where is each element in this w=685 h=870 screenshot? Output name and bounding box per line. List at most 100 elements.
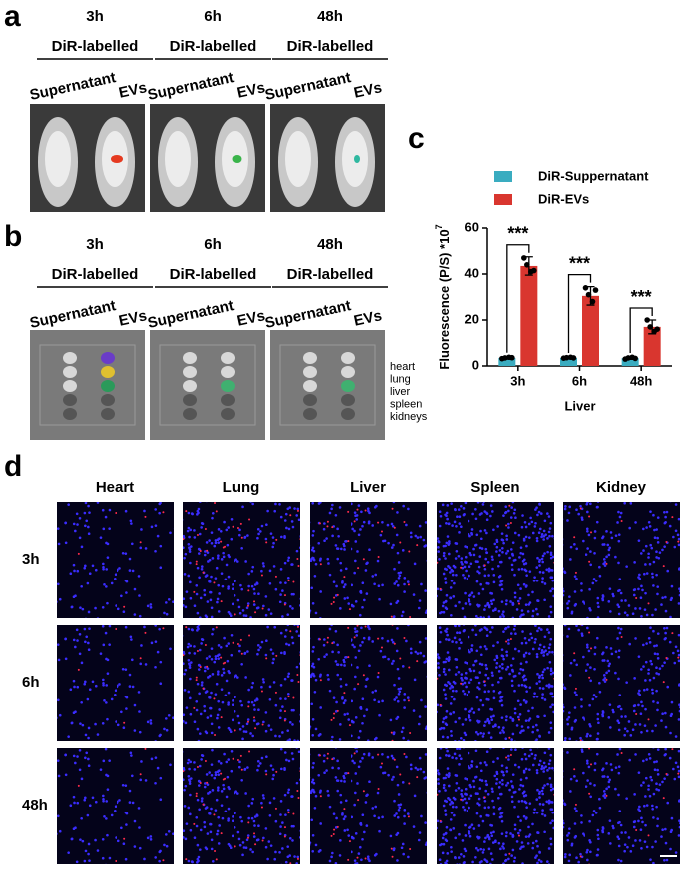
micrograph — [57, 625, 174, 741]
column-label: Spleen — [470, 479, 519, 496]
point — [592, 287, 599, 293]
bar — [560, 357, 577, 366]
micrograph — [437, 748, 554, 864]
panel-label: d — [4, 450, 22, 483]
organ-label: lung — [390, 373, 411, 385]
significance-bracket — [506, 244, 530, 353]
lane-label: Supernatant — [263, 297, 352, 332]
point — [589, 298, 596, 305]
lane-label: EVs — [352, 307, 383, 330]
row-label: 6h — [22, 674, 40, 691]
organ — [63, 380, 77, 392]
y-tick-label: 0 — [472, 357, 479, 372]
lane-label: EVs — [235, 307, 266, 330]
image — [270, 330, 385, 440]
time-label: 3h — [86, 236, 104, 253]
x-tick-label: 48h — [630, 373, 652, 388]
legend-label: DiR-Suppernatant — [538, 168, 649, 183]
legend-swatch — [494, 171, 512, 182]
time-label: 3h — [86, 8, 104, 25]
y-axis-title: Fluorescence (P/S) *107 — [434, 224, 452, 369]
lane-label: Supernatant — [28, 297, 117, 332]
organ — [221, 380, 235, 392]
legend-label: DiR-EVs — [538, 191, 589, 206]
column-label: Kidney — [596, 479, 647, 496]
bar — [621, 358, 639, 366]
lane-label: EVs — [235, 79, 266, 102]
organ — [341, 352, 355, 364]
column-label: Liver — [350, 479, 386, 496]
micrograph — [437, 625, 554, 741]
group-title: DiR-labelled — [52, 266, 139, 283]
y-tick-label: 60 — [465, 219, 479, 234]
time-label: 6h — [204, 236, 222, 253]
group-title: DiR-labelled — [52, 38, 139, 55]
bar — [520, 265, 538, 366]
point — [654, 326, 660, 333]
organ — [63, 366, 77, 378]
significance-bracket — [629, 307, 653, 354]
micrograph — [57, 502, 174, 618]
organ-label: liver — [390, 386, 411, 398]
lane-label: EVs — [352, 79, 383, 102]
micrograph — [437, 502, 554, 618]
time-label: 48h — [317, 8, 343, 25]
signal — [111, 155, 123, 163]
point — [524, 262, 530, 268]
y-axis-exponent: 7 — [434, 224, 444, 229]
micrograph — [183, 502, 300, 618]
point — [570, 355, 577, 361]
point — [632, 355, 638, 362]
micrograph — [310, 748, 427, 864]
organ — [183, 394, 197, 406]
lane-label: Supernatant — [146, 69, 235, 104]
bar — [643, 326, 661, 366]
organ-label: heart — [390, 361, 415, 373]
tray — [279, 344, 376, 426]
point — [582, 285, 589, 291]
column-label: Heart — [96, 479, 134, 496]
organ — [101, 352, 115, 364]
organ — [63, 408, 77, 420]
tray — [39, 344, 136, 426]
micrograph — [563, 748, 680, 864]
image — [150, 330, 265, 440]
panel-label: c — [408, 122, 425, 155]
organ — [183, 380, 197, 392]
organ — [63, 352, 77, 364]
significance-label: *** — [507, 224, 528, 244]
tray — [159, 344, 256, 426]
lane-label: EVs — [117, 307, 148, 330]
lane-label: Supernatant — [28, 69, 117, 104]
organ — [221, 352, 235, 364]
organ-label: spleen — [390, 398, 422, 410]
group-title: DiR-labelled — [170, 266, 257, 283]
time-label: 6h — [204, 8, 222, 25]
panel-label: a — [4, 0, 21, 33]
point — [644, 317, 650, 323]
lane-label: Supernatant — [146, 297, 235, 332]
bar — [582, 295, 599, 366]
significance-label: *** — [569, 253, 590, 273]
x-axis-title: Liver — [564, 398, 595, 413]
organ — [303, 380, 317, 392]
micrograph — [183, 748, 300, 864]
panel-label: b — [4, 220, 22, 253]
organ — [221, 366, 235, 378]
organ — [341, 380, 355, 392]
bar — [498, 357, 516, 366]
significance-label: *** — [631, 287, 652, 307]
organ — [101, 394, 115, 406]
micrograph — [310, 502, 427, 618]
organ — [183, 408, 197, 420]
micrograph — [57, 748, 174, 864]
organ — [221, 394, 235, 406]
x-tick-label: 3h — [510, 373, 525, 388]
row-label: 48h — [22, 797, 48, 814]
column-label: Lung — [223, 479, 260, 496]
micrograph — [563, 625, 680, 741]
group-title: DiR-labelled — [287, 266, 374, 283]
mouse-belly — [45, 131, 71, 187]
micrograph — [563, 502, 680, 618]
